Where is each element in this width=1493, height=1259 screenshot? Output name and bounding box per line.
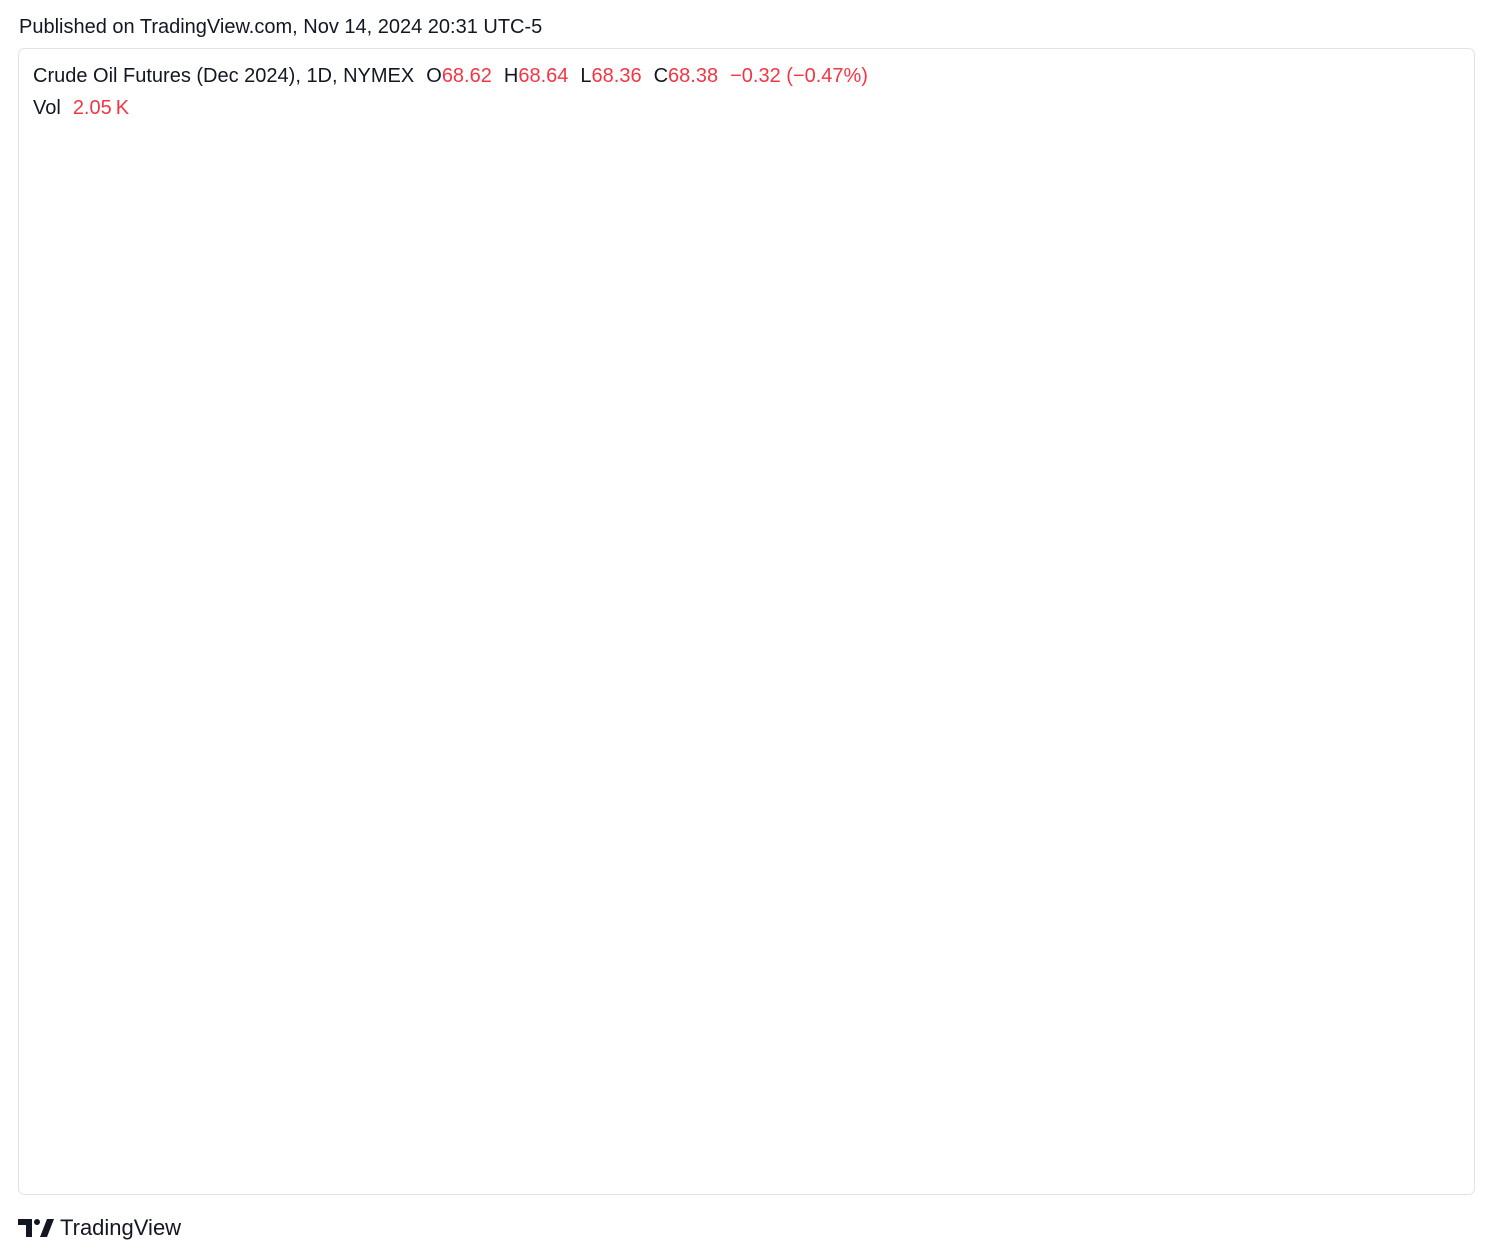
change: −0.32 (−0.47%) bbox=[730, 65, 868, 87]
legend-key: H bbox=[503, 65, 519, 87]
volume-title: Vol bbox=[33, 97, 61, 119]
legend-value: 68.62 bbox=[441, 65, 492, 87]
brand-name: TradingView bbox=[60, 1215, 181, 1240]
legend-key: L bbox=[580, 65, 592, 87]
legend-line: Crude Oil Futures (Dec 2024), 1D, NYMEX O… bbox=[33, 65, 868, 88]
legend-value: 68.38 bbox=[668, 65, 719, 87]
volume-legend: 2.05 K bbox=[72, 97, 130, 119]
symbol-title: Crude Oil Futures (Dec 2024), 1D, NYMEX bbox=[33, 65, 415, 87]
chart-frame bbox=[18, 48, 1475, 1195]
volume-legend-line: Vol 2.05 K bbox=[33, 97, 129, 120]
legend-value: 68.64 bbox=[518, 65, 569, 87]
legend-value: 68.36 bbox=[591, 65, 642, 87]
legend-key: O bbox=[426, 65, 442, 87]
legend-key: C bbox=[653, 65, 669, 87]
brand-logo bbox=[18, 1219, 54, 1237]
ohlc-legend: O68.62 H68.64 L68.36 C68.38 bbox=[414, 65, 718, 87]
published-note: Published on TradingView.com, Nov 14, 20… bbox=[19, 16, 543, 38]
